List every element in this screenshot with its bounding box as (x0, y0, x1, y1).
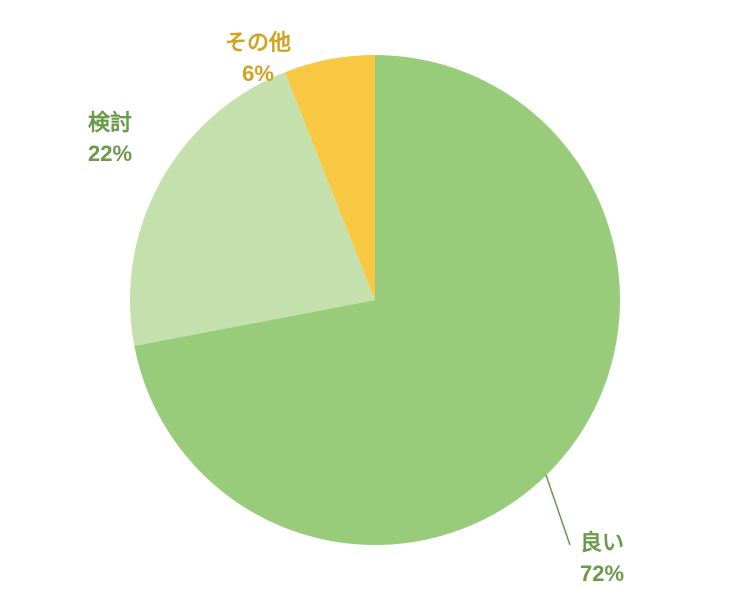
pie-svg (0, 0, 751, 611)
slice-percent-consider: 22% (88, 139, 132, 170)
slice-label-consider: 検討 22% (88, 108, 132, 170)
slice-percent-good: 72% (580, 559, 624, 590)
slice-label-other: その他 6% (225, 28, 291, 90)
pie-chart: 良い 72% 検討 22% その他 6% (0, 0, 751, 611)
slice-name-consider: 検討 (88, 108, 132, 139)
slice-name-good: 良い (580, 528, 624, 559)
leader-line-good (546, 475, 570, 545)
slice-label-good: 良い 72% (580, 528, 624, 590)
slice-percent-other: 6% (225, 59, 291, 90)
slice-name-other: その他 (225, 28, 291, 59)
